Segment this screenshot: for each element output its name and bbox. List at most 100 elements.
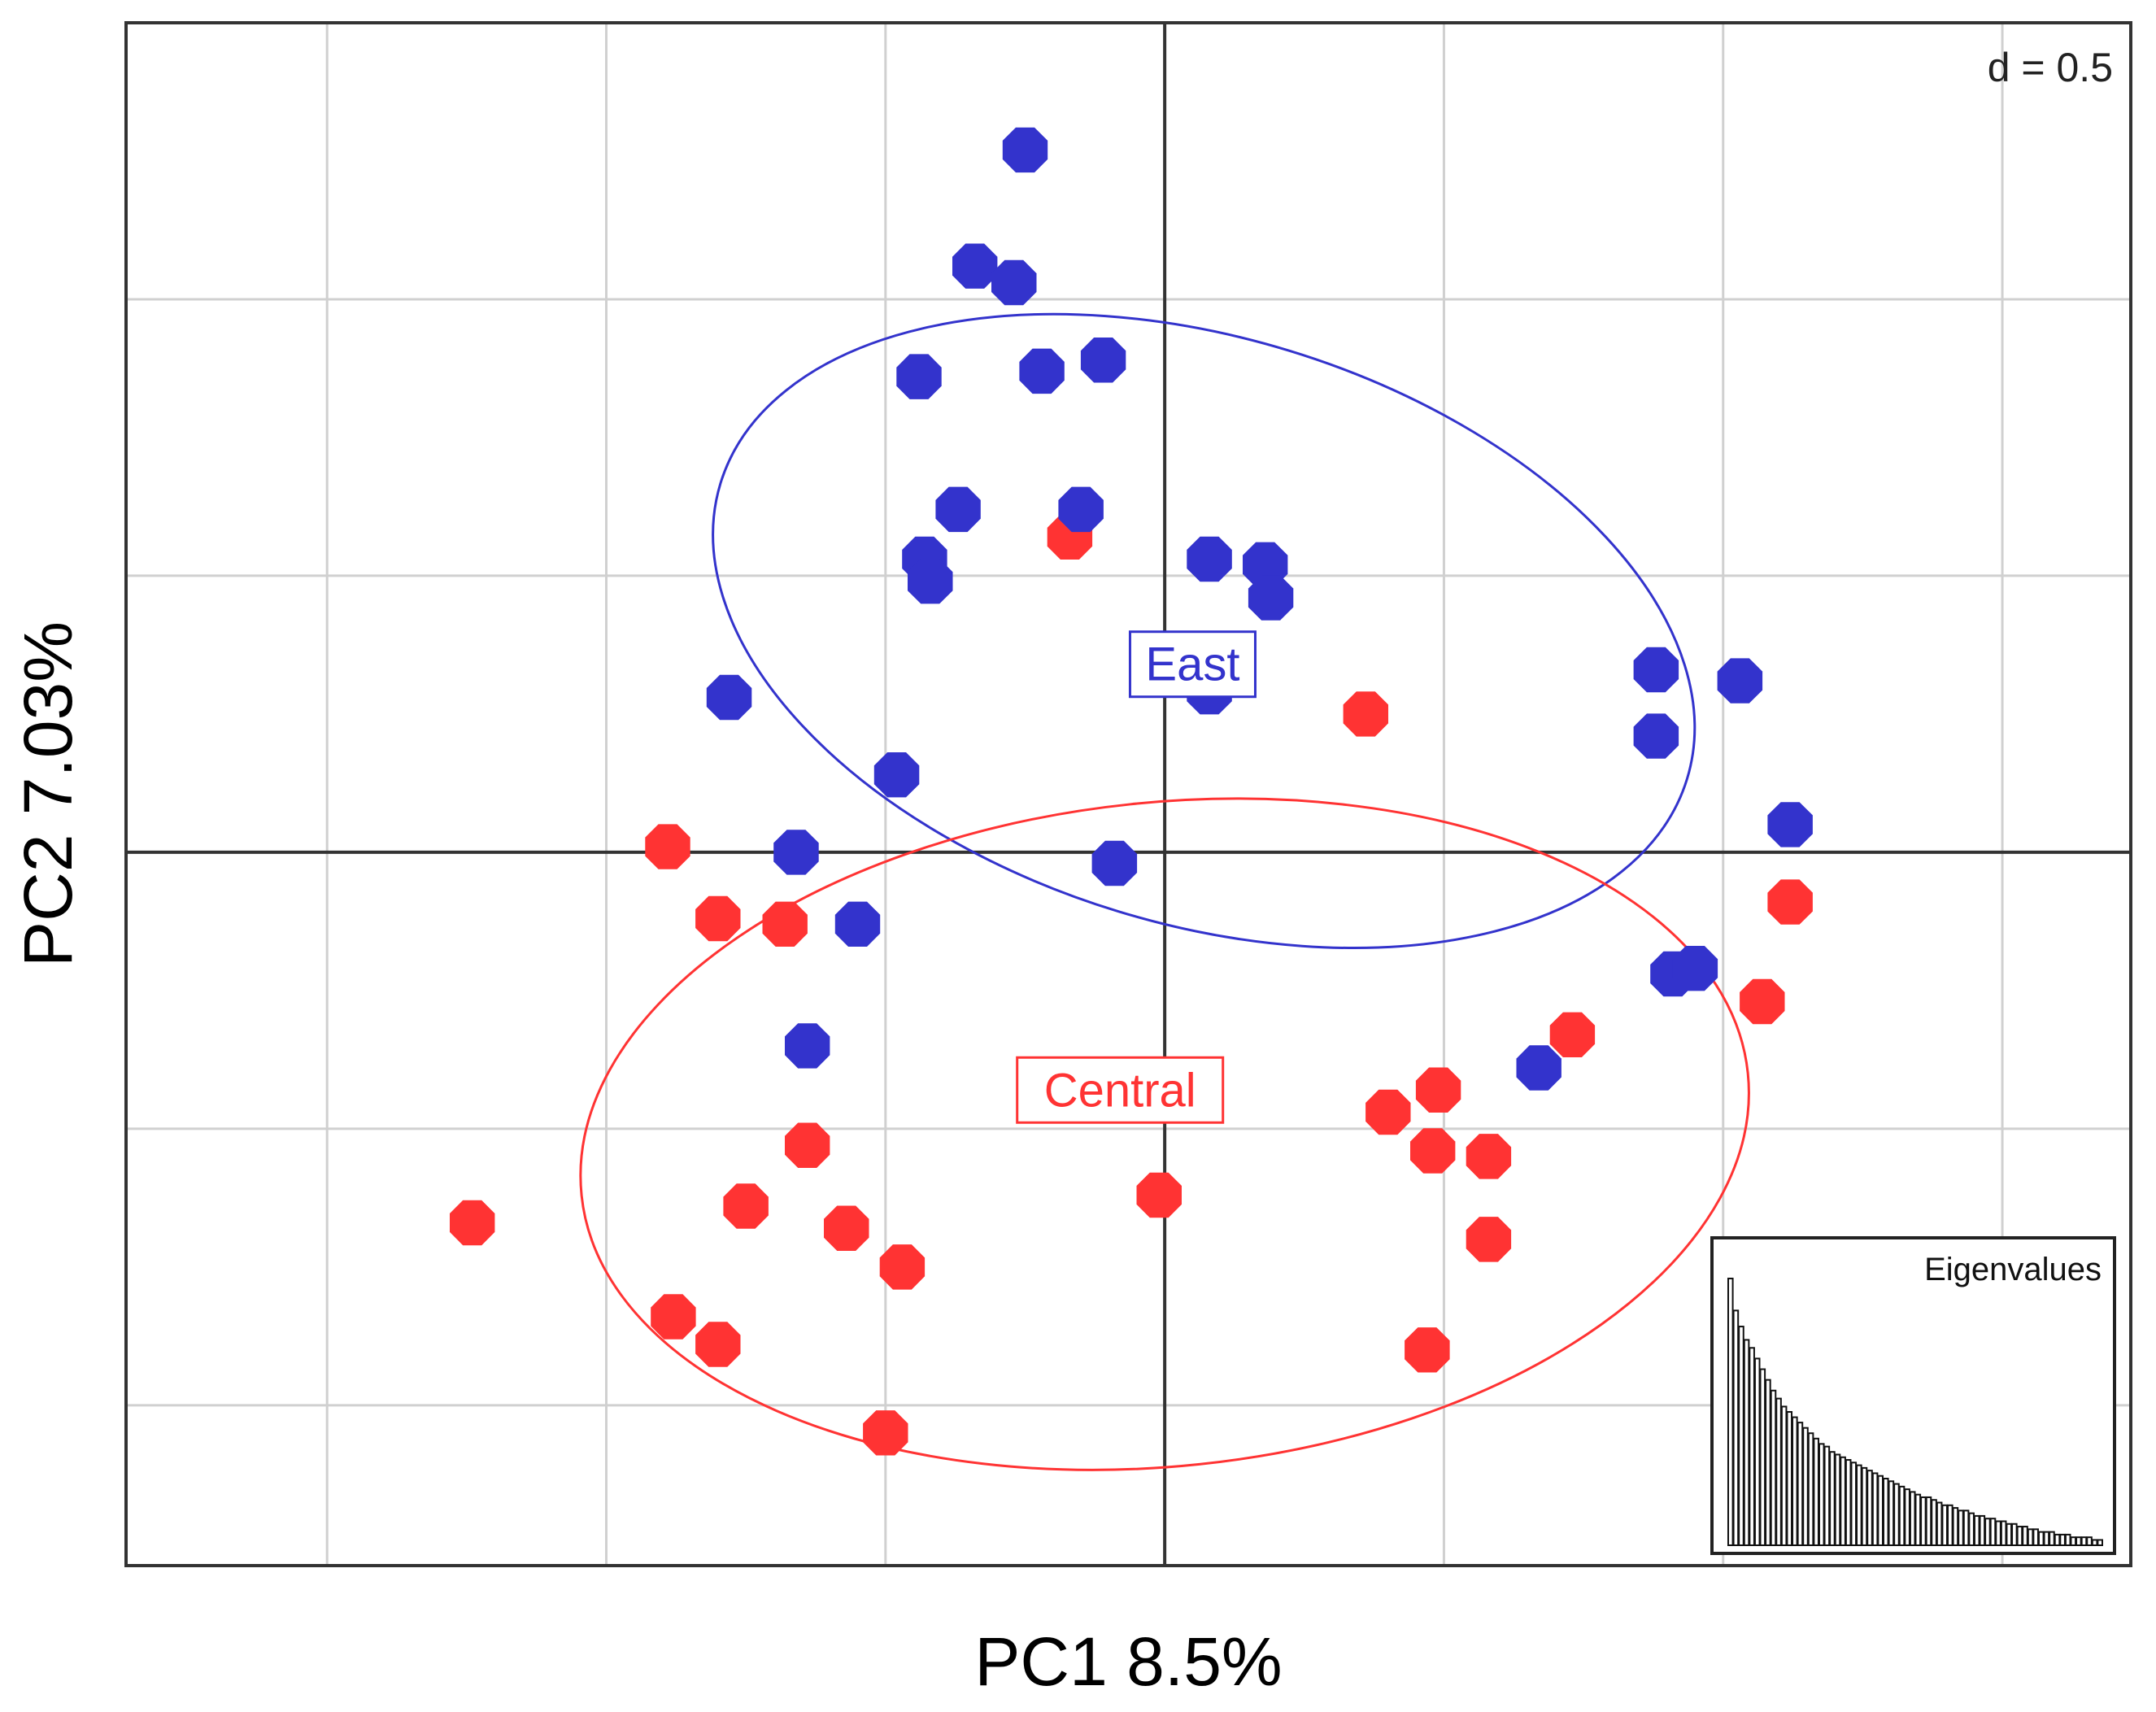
point-central bbox=[1466, 1217, 1512, 1262]
point-east bbox=[991, 259, 1037, 306]
eigenvalue-bar bbox=[2032, 1528, 2039, 1546]
point-east bbox=[1717, 658, 1763, 704]
point-east bbox=[1633, 713, 1679, 759]
point-east bbox=[773, 830, 819, 875]
eigenvalue-bar bbox=[1877, 1475, 1884, 1546]
eigenvalue-bar bbox=[1765, 1379, 1771, 1547]
point-central bbox=[1549, 1012, 1596, 1057]
point-central bbox=[450, 1200, 495, 1246]
points bbox=[450, 127, 1813, 1456]
eigenvalue-bar bbox=[2080, 1536, 2088, 1547]
eigenvalue-bar bbox=[1958, 1509, 1964, 1546]
point-central bbox=[651, 1294, 696, 1340]
point-central bbox=[1343, 691, 1388, 737]
point-east bbox=[1248, 575, 1294, 621]
eigenvalue-bar bbox=[2070, 1536, 2077, 1547]
eigenvalue-bar bbox=[2054, 1533, 2061, 1547]
eigenvalue-bar bbox=[2064, 1533, 2071, 1547]
point-east bbox=[1767, 802, 1813, 847]
eigenvalue-bars bbox=[1727, 1278, 2104, 1547]
eigenvalue-bar bbox=[1792, 1416, 1798, 1547]
point-east bbox=[1187, 536, 1232, 582]
eigenvalue-bar bbox=[2043, 1531, 2050, 1546]
point-central bbox=[1740, 978, 1785, 1025]
point-central bbox=[723, 1183, 769, 1229]
group-label-box-central bbox=[1016, 1056, 1225, 1124]
eigenvalue-bar bbox=[1727, 1278, 1734, 1546]
point-east bbox=[1058, 486, 1104, 533]
point-central bbox=[695, 1322, 741, 1367]
eigenvalue-bar bbox=[1979, 1514, 1986, 1547]
eigenvalue-bar bbox=[1962, 1509, 1970, 1546]
eigenvalue-bar bbox=[2075, 1536, 2082, 1547]
ellipse-east bbox=[712, 312, 1696, 949]
eigenvalue-bar bbox=[1786, 1411, 1793, 1546]
eigenvalue-bar bbox=[1893, 1483, 1900, 1547]
point-east bbox=[908, 559, 953, 604]
eigenvalue-bar bbox=[1823, 1445, 1831, 1547]
eigenvalue-bar bbox=[2027, 1528, 2034, 1546]
ellipses bbox=[579, 312, 1750, 1471]
point-central bbox=[879, 1244, 926, 1290]
point-central bbox=[824, 1205, 869, 1251]
eigenvalue-bar bbox=[1871, 1472, 1879, 1546]
eigenvalue-bar bbox=[1818, 1443, 1825, 1546]
eigenvalue-bar bbox=[1968, 1512, 1975, 1547]
point-central bbox=[1415, 1067, 1461, 1113]
eigenvalue-bar bbox=[1947, 1504, 1953, 1547]
point-east bbox=[952, 243, 998, 289]
eigenvalue-bar bbox=[1850, 1462, 1858, 1546]
eigenvalue-bar bbox=[1775, 1397, 1782, 1546]
eigenvalue-bar bbox=[1920, 1496, 1927, 1546]
group-label-central: Central bbox=[1044, 1064, 1196, 1117]
point-central bbox=[1405, 1327, 1450, 1373]
group-labels: East Central bbox=[1016, 630, 1257, 1124]
point-east bbox=[1633, 647, 1679, 693]
plot-frame bbox=[124, 21, 2132, 1567]
point-east bbox=[1080, 338, 1126, 383]
group-label-east: East bbox=[1145, 638, 1239, 691]
point-east bbox=[1672, 946, 1718, 991]
point-east bbox=[834, 901, 881, 947]
eigenvalue-bar bbox=[1738, 1326, 1744, 1547]
eigenvalue-bar bbox=[1732, 1309, 1740, 1546]
ellipse-central bbox=[579, 797, 1750, 1471]
eigenvalue-bar bbox=[1759, 1368, 1766, 1547]
eigenvalue-bar bbox=[2011, 1523, 2018, 1547]
eigenvalue-bar bbox=[1802, 1427, 1809, 1547]
point-central bbox=[863, 1410, 908, 1456]
eigenvalue-bar bbox=[2097, 1539, 2104, 1546]
point-central bbox=[1136, 1172, 1182, 1218]
eigenvalue-bar bbox=[1861, 1466, 1868, 1547]
eigenvalue-bar bbox=[1845, 1459, 1852, 1547]
eigenvalue-bar bbox=[1898, 1485, 1906, 1546]
point-east bbox=[706, 674, 752, 721]
eigenvalue-bar bbox=[1743, 1339, 1750, 1546]
eigenvalue-bar bbox=[1813, 1437, 1819, 1547]
eigenvalue-bar bbox=[1882, 1478, 1889, 1546]
eigenvalue-bar bbox=[2000, 1520, 2007, 1546]
eigenvalue-bar bbox=[1834, 1453, 1841, 1546]
eigenvalue-bar bbox=[1941, 1504, 1949, 1547]
point-east bbox=[873, 752, 920, 798]
eigenvalue-bar bbox=[1780, 1405, 1788, 1546]
eigenvalue-bar bbox=[2049, 1531, 2055, 1546]
eigenvalue-bar bbox=[1749, 1347, 1755, 1547]
y-axis-title: PC2 7.03% bbox=[10, 621, 86, 967]
eigenvalue-bar bbox=[1829, 1451, 1836, 1546]
point-central bbox=[695, 895, 741, 942]
point-central bbox=[645, 824, 690, 869]
point-central bbox=[1767, 879, 1813, 925]
eigenvalue-bar bbox=[1770, 1389, 1777, 1547]
eigenvalue-bar bbox=[2086, 1536, 2093, 1547]
eigenvalue-bar bbox=[1989, 1518, 1997, 1546]
eigenvalue-bar bbox=[2059, 1533, 2066, 1547]
eigenvalue-bar bbox=[2022, 1526, 2028, 1547]
eigenvalue-bar bbox=[1904, 1488, 1910, 1546]
eigenvalue-bar bbox=[1797, 1422, 1804, 1546]
inset-title: Eigenvalues bbox=[1924, 1252, 2102, 1287]
point-east bbox=[1002, 127, 1048, 173]
eigenvalue-bar bbox=[2006, 1523, 2013, 1547]
x-axis-title: PC1 8.5% bbox=[974, 1623, 1282, 1700]
